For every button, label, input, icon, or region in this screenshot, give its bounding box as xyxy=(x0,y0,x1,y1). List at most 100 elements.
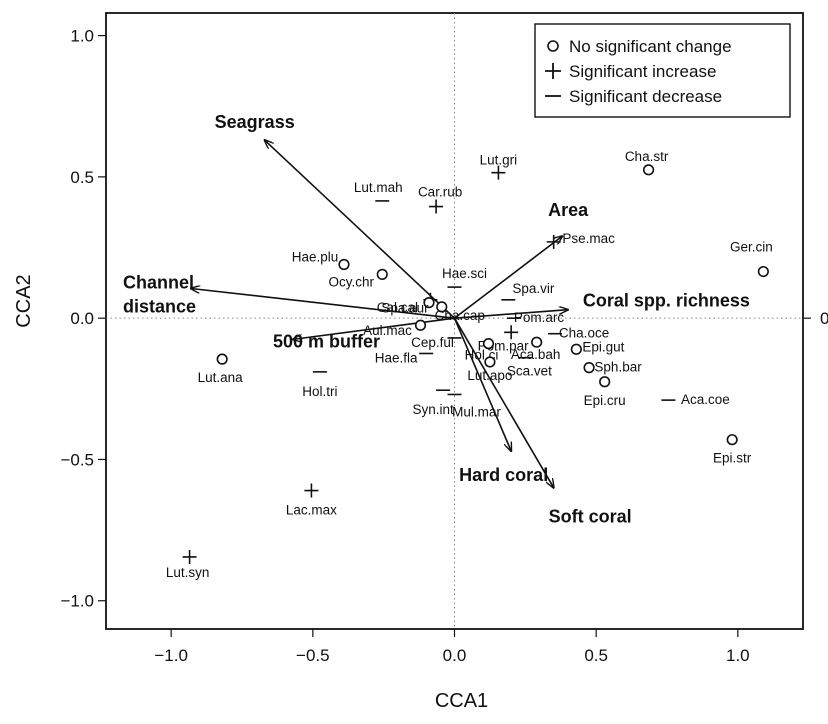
vector-500-m-buffer-label-line: 500 m buffer xyxy=(273,331,380,351)
species-aca-coe-label: Aca.coe xyxy=(681,392,730,407)
vector-500-m-buffer-label: 500 m buffer xyxy=(273,331,380,351)
species-mul-mar-label: Mul.mar xyxy=(452,404,501,419)
vector-area-label: Area xyxy=(548,200,589,220)
vector-coral-spp-richness-arrow xyxy=(454,310,568,319)
y-tick-label: −1.0 xyxy=(60,592,94,611)
species-lut-apo-label: Lut.apo xyxy=(467,368,512,383)
species-ger-cin-label: Ger.cin xyxy=(730,240,773,255)
vector-hard-coral-label-line: Hard coral xyxy=(459,465,548,485)
species-pse-mac-plus-marker xyxy=(546,234,561,249)
x-tick-label: 1.0 xyxy=(726,646,750,665)
species-aul-mac-circle-marker xyxy=(414,319,427,331)
legend-label-plus: Significant increase xyxy=(569,62,716,81)
species-cep-ful-label: Cep.ful xyxy=(411,335,454,350)
species-sph-bar-label: Sph.bar xyxy=(594,360,642,375)
legend-box xyxy=(534,23,791,118)
y-tick-label: −0.5 xyxy=(60,450,94,469)
species-ocy-chr-label: Ocy.chr xyxy=(328,274,374,289)
vector-hard-coral-label: Hard coral xyxy=(459,465,548,485)
species-layer: Lut.gri Cha.str Lut.mah Car.rub Pse.mac Ger.c… xyxy=(166,149,773,580)
species-car-rub-label: Car.rub xyxy=(418,185,462,200)
vector-seagrass-label: Seagrass xyxy=(215,112,295,132)
species-epi-cru-circle-marker xyxy=(599,376,611,388)
species-pom-arc-label: Pom.arc xyxy=(514,310,565,325)
vector-hard-coral-arrow xyxy=(453,317,512,451)
vector-area-label-line: Area xyxy=(548,200,589,220)
right-tick-label: 0 xyxy=(820,309,828,328)
vector-seagrass-arrow xyxy=(265,140,456,319)
species-cha-str-circle-marker xyxy=(642,164,655,176)
axes-layer: −1.0 −0.5 0.0 0.5 1.0 −1.0 −0.5 0.0 0.5 1.0 0 CCA1 C… xyxy=(13,12,828,712)
species-pom-par-plus-marker xyxy=(504,325,519,340)
vector-coral-spp-richness-label: Coral spp. richness xyxy=(583,291,750,311)
species-hae-plu-circle-marker xyxy=(338,258,350,271)
species-syn-int-label: Syn.int xyxy=(413,402,455,417)
species-cha-cap-label: Cha.cap xyxy=(435,308,485,323)
species-lut-ana-label: Lut.ana xyxy=(198,370,244,385)
x-axis-title: CCA1 xyxy=(435,690,488,712)
species-hae-fla-label: Hae.fla xyxy=(375,350,418,365)
reference-lines xyxy=(106,13,803,629)
species-epi-str-label: Epi.str xyxy=(713,451,752,466)
vector-seagrass-label-line: Seagrass xyxy=(215,112,295,132)
species-car-rub-plus-marker xyxy=(429,199,444,214)
legend-circle-symbol xyxy=(547,40,559,52)
species-aca-bah-circle-marker xyxy=(531,336,543,348)
species-epi-str-circle-marker xyxy=(726,434,738,446)
species-hae-sci-label: Hae.sci xyxy=(442,266,487,281)
species-lut-gri-label: Lut.gri xyxy=(480,153,518,168)
species-cha-cap-circle-marker xyxy=(436,301,448,313)
vector-coral-spp-richness-label-line: Coral spp. richness xyxy=(583,291,750,311)
species-spa-aur-label: Spa.aur xyxy=(381,301,429,316)
species-lut-gri-plus-marker xyxy=(491,165,506,180)
species-hol-ci-circle-marker xyxy=(482,338,495,350)
species-sph-bar-circle-marker xyxy=(583,362,595,374)
species-lut-syn-label: Lut.syn xyxy=(166,565,210,580)
vectors-layer: Seagrass Channel distance 500 m buffer Area C… xyxy=(123,112,750,527)
species-spa-vir-label: Spa.vir xyxy=(512,281,555,296)
x-tick-label: −0.5 xyxy=(296,646,330,665)
x-tick-label: 0.0 xyxy=(443,646,467,665)
vector-soft-coral-label: Soft coral xyxy=(549,507,632,527)
legend-label-circle: No significant change xyxy=(569,37,732,56)
species-hol-tri-label: Hol.tri xyxy=(302,384,337,399)
legend: No significant change Significant increas… xyxy=(534,23,791,118)
y-tick-label: 1.0 xyxy=(70,27,94,46)
species-ger-cin-circle-marker xyxy=(757,265,769,278)
species-ocy-chr-circle-marker xyxy=(376,268,388,280)
species-epi-gut-label: Epi.gut xyxy=(582,339,624,354)
species-lut-ana-circle-marker xyxy=(216,353,228,365)
x-tick-label: 0.5 xyxy=(584,646,608,665)
vector-channel-distance-label: Channel distance xyxy=(123,273,196,317)
species-epi-cru-label: Epi.cru xyxy=(584,393,626,408)
species-aca-bah-label: Aca.bah xyxy=(511,347,561,362)
species-spa-aur-circle-marker xyxy=(423,297,435,309)
species-cha-str-label: Cha.str xyxy=(625,149,669,164)
vector-channel-distance-label-line: distance xyxy=(123,297,196,317)
vector-soft-coral-label-line: Soft coral xyxy=(549,507,632,527)
vector-soft-coral-arrow xyxy=(453,317,554,488)
x-tick-label: −1.0 xyxy=(154,646,188,665)
species-lac-max-label: Lac.max xyxy=(286,503,337,518)
species-cal-cal-label: Cal.cal xyxy=(377,300,418,315)
vector-500-m-buffer-arrow xyxy=(293,317,455,339)
legend-plus-symbol xyxy=(545,63,561,79)
species-lac-max-plus-marker xyxy=(304,483,319,498)
species-epi-gut-circle-marker xyxy=(570,343,582,355)
species-pse-mac-label: Pse.mac xyxy=(562,231,615,246)
y-tick-label: 0.0 xyxy=(70,309,94,328)
species-lut-syn-plus-marker xyxy=(182,549,197,564)
species-lut-apo-circle-marker xyxy=(484,356,496,368)
vector-channel-distance-arrow xyxy=(191,289,455,319)
vector-channel-distance-label-line: Channel xyxy=(123,273,194,293)
species-aul-mac-label: Aul.mac xyxy=(363,323,412,338)
legend-label-minus: Significant decrease xyxy=(569,87,722,106)
y-tick-label: 0.5 xyxy=(70,168,94,187)
y-axis-title: CCA2 xyxy=(13,274,35,327)
species-lut-mah-label: Lut.mah xyxy=(354,180,403,195)
vector-area-arrow xyxy=(454,236,563,319)
species-cha-oce-label: Cha.oce xyxy=(559,326,609,341)
species-hae-plu-label: Hae.plu xyxy=(292,249,339,264)
species-sca-vet-label: Sca.vet xyxy=(507,364,552,379)
